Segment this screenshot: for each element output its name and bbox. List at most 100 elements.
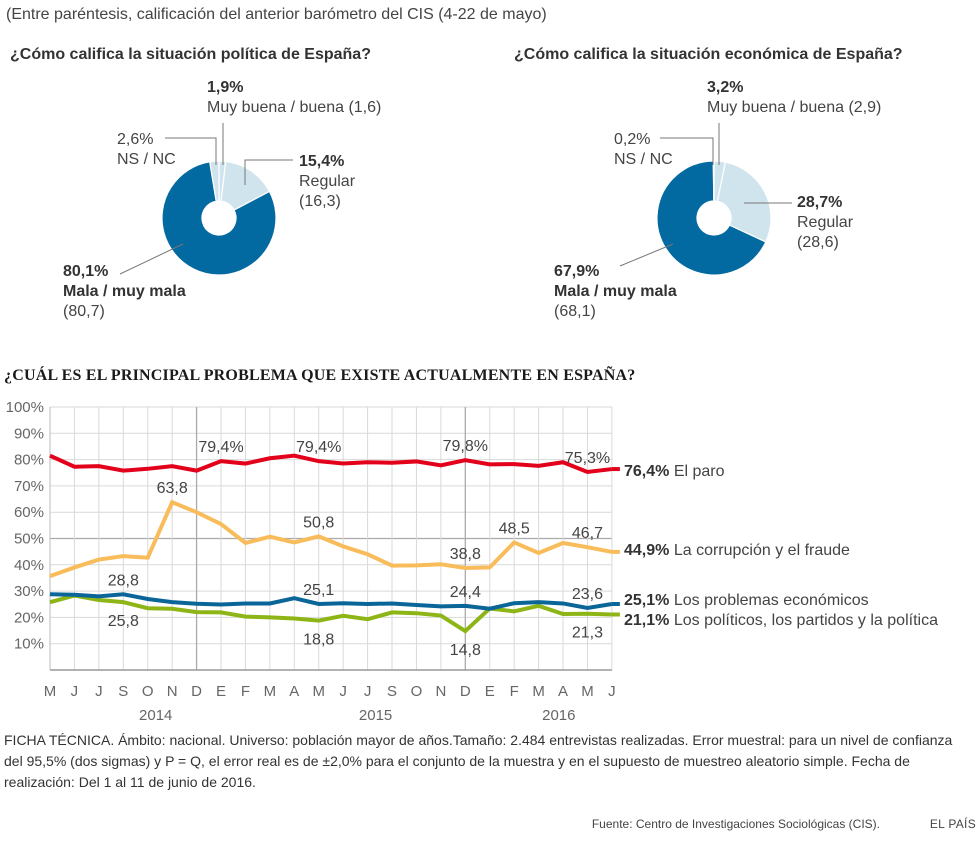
x-tick-label: M	[264, 683, 277, 700]
source-credit: Fuente: Centro de Investigaciones Sociol…	[591, 817, 880, 831]
legend-economicos-name: Los problemas económicos	[673, 592, 869, 609]
year-label: 2015	[359, 707, 392, 720]
y-tick-label: 30%	[14, 583, 44, 600]
prev: (80,7)	[63, 303, 105, 320]
x-tick-label: F	[241, 683, 250, 700]
prev: (16,3)	[299, 193, 341, 210]
legend-politicos-value: 21,1%	[624, 612, 670, 629]
brand-logo: EL PAÍS	[929, 817, 976, 831]
line-chart: 10%20%30%40%50%60%70%80%90%100%M J J S O N D E F…	[6, 399, 620, 720]
y-tick-label: 40%	[14, 557, 44, 574]
x-tick-label: J	[364, 683, 372, 700]
series-paro-line	[49, 453, 613, 475]
x-tick-label: J	[71, 683, 79, 700]
name: Mala / muy mala	[63, 283, 186, 300]
series-corrupcion-data-label: 63,8	[157, 480, 188, 497]
y-tick-label: 10%	[14, 636, 44, 653]
legend-corrupcion: 44,9% La corrupción y el fraude	[624, 541, 850, 561]
y-tick-label: 50%	[14, 531, 44, 548]
legend-paro-value: 76,4%	[624, 463, 670, 480]
slice-regular	[716, 161, 772, 243]
leader-line	[660, 137, 714, 165]
prev: (28,6)	[797, 234, 839, 251]
series-corrupcion-line	[49, 499, 613, 578]
series-paro-data-label: 75,3%	[565, 450, 610, 467]
x-tick-label: A	[289, 683, 299, 700]
name: NS / NC	[117, 151, 176, 168]
pie-economic-label-regular: 28,7% Regular (28,6)	[797, 193, 853, 253]
series-economicos-line	[49, 592, 613, 611]
series-economicos-data-label: 24,4	[450, 584, 481, 601]
legend-economicos: 25,1% Los problemas económicos	[624, 591, 869, 611]
pie-economic-label-good: 3,2% Muy buena / buena (2,9)	[707, 78, 881, 118]
series-paro-data-label: 79,4%	[296, 439, 341, 456]
year-label: 2016	[542, 707, 575, 720]
x-tick-label: N	[435, 683, 446, 700]
prev: (68,1)	[554, 303, 596, 320]
x-tick-label: M	[312, 683, 325, 700]
x-tick-label: E	[485, 683, 495, 700]
pie-chart-political	[119, 123, 293, 276]
series-economicos-data-label: 23,6	[572, 586, 603, 603]
series-politicos-data-label: 18,8	[303, 632, 334, 649]
series-politicos-data-label: 21,3	[572, 625, 603, 642]
leader-line	[119, 243, 184, 275]
series-economicos-data-label: 25,1	[303, 582, 334, 599]
slice-nsnc	[209, 160, 220, 202]
legend-corrupcion-name: La corrupción y el fraude	[673, 542, 850, 559]
pct: 3,2%	[707, 79, 744, 96]
leader-line	[165, 137, 217, 165]
x-tick-label: J	[339, 683, 347, 700]
pct: 67,9%	[554, 263, 600, 280]
leader-line	[244, 159, 293, 185]
pie-political-label-good: 1,9% Muy buena / buena (1,6)	[207, 78, 381, 118]
x-tick-label: J	[608, 683, 616, 700]
series-corrupcion-data-label: 46,7	[572, 525, 603, 542]
line-chart-title: ¿CUÁL ES EL PRINCIPAL PROBLEMA QUE EXIST…	[4, 367, 636, 384]
series-economicos-data-label: 28,8	[108, 572, 139, 589]
slice-bad	[161, 161, 277, 276]
pie-political-label-regular: 15,4% Regular (16,3)	[299, 152, 355, 212]
legend-politicos: 21,1% Los políticos, los partidos y la p…	[624, 611, 938, 631]
series-paro-data-label: 79,8%	[443, 438, 488, 455]
x-tick-label: M	[532, 683, 545, 700]
legend-economicos-value: 25,1%	[624, 592, 670, 609]
name: NS / NC	[614, 151, 673, 168]
legend-politicos-name: Los políticos, los partidos y la polític…	[673, 612, 938, 629]
legend-paro-name: El paro	[673, 463, 725, 480]
x-tick-label: A	[558, 683, 568, 700]
x-tick-label: O	[142, 683, 154, 700]
slice-bad	[656, 160, 767, 276]
technical-sheet: FICHA TÉCNICA. Ámbito: nacional. Univers…	[4, 732, 953, 790]
pct: 80,1%	[63, 263, 109, 280]
x-tick-label: O	[411, 683, 423, 700]
x-tick-label: D	[191, 683, 202, 700]
series-corrupcion-data-label: 38,8	[450, 546, 481, 563]
x-tick-label: D	[460, 683, 471, 700]
pie-political-label-bad: 80,1% Mala / muy mala (80,7)	[63, 262, 186, 322]
name: Muy buena / buena (1,6)	[207, 99, 382, 116]
series-corrupcion-data-label: 48,5	[499, 520, 530, 537]
x-tick-label: M	[581, 683, 594, 700]
series-corrupcion-data-label: 50,8	[303, 514, 334, 531]
subtitle: (Entre paréntesis, calificación del ante…	[6, 6, 547, 23]
pct: 2,6%	[117, 131, 154, 148]
pct: 1,9%	[207, 79, 244, 96]
legend-corrupcion-value: 44,9%	[624, 542, 670, 559]
pie-title-economic: ¿Cómo califica la situación económica de…	[514, 46, 903, 63]
pie-title-political: ¿Cómo califica la situación política de …	[10, 46, 371, 63]
leader-line	[619, 243, 674, 267]
x-tick-label: J	[95, 683, 103, 700]
pie-economic-label-nsnc: 0,2% NS / NC	[614, 130, 673, 170]
year-label: 2014	[139, 707, 172, 720]
slice-nsnc	[712, 160, 715, 202]
pct: 15,4%	[299, 153, 345, 170]
name: Regular	[797, 214, 854, 231]
pct: 0,2%	[614, 131, 651, 148]
y-tick-label: 80%	[14, 452, 44, 469]
x-tick-label: M	[44, 683, 57, 700]
series-paro-data-label: 79,4%	[198, 439, 243, 456]
pie-political-label-nsnc: 2,6% NS / NC	[117, 130, 176, 170]
name: Muy buena / buena (2,9)	[707, 99, 882, 116]
name: Mala / muy mala	[554, 283, 677, 300]
